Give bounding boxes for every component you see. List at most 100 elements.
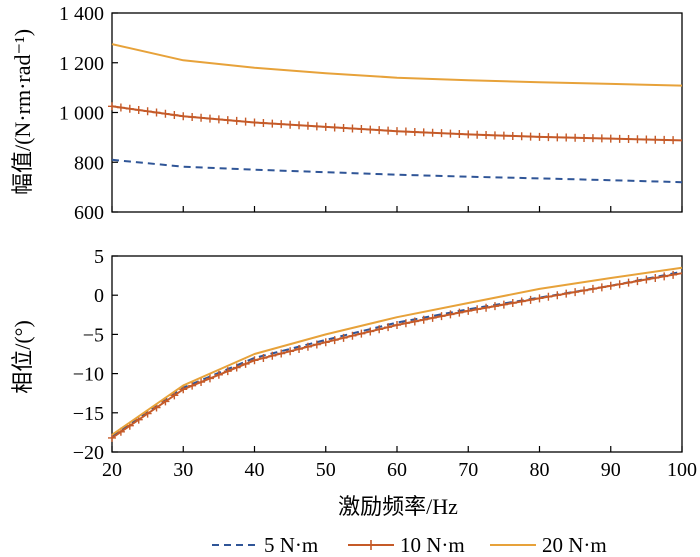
series-marker [642,135,651,144]
series-marker [606,134,615,143]
y-tick-label: −15 [73,403,104,425]
series-marker [419,128,428,137]
series-marker [473,305,482,314]
series-marker [116,103,125,112]
series-marker [384,323,393,332]
y-tick-label: 1 000 [59,103,104,125]
y-tick-label: 600 [74,202,104,224]
series-marker [384,126,393,135]
x-tick-label: 70 [458,459,478,481]
series-marker [197,113,206,122]
series-marker [660,135,669,144]
series-marker [250,356,259,365]
series-marker [125,104,134,113]
series-marker [321,338,330,347]
x-tick-label: 60 [387,459,407,481]
series-marker [348,124,357,133]
x-axis-title: 激励频率/Hz [338,494,458,519]
series-line-1 [111,158,683,184]
series-marker [669,270,678,279]
series-marker [214,115,223,124]
series-marker [455,129,464,138]
series-marker [615,280,624,289]
series-marker [553,133,562,142]
series-marker [134,106,143,115]
series-marker [642,275,651,284]
y-tick-label: 1 200 [59,53,104,75]
series-marker [339,123,348,132]
series-marker [303,342,312,351]
series-marker [393,320,401,329]
legend-label-1: 5 N·m [264,533,318,557]
series-marker [544,133,553,142]
series-marker [490,302,499,311]
series-marker [526,295,535,304]
series-marker [464,130,473,139]
series-marker [250,118,259,127]
series-marker [108,433,116,442]
series-marker [321,122,330,131]
series-marker [277,120,286,129]
x-tick-label: 100 [667,459,697,481]
x-tick-label: 40 [245,459,265,481]
series-marker [241,359,250,368]
series-marker [535,132,544,141]
series-marker [223,116,232,125]
series-marker [268,351,277,360]
series-marker [606,281,615,290]
series-marker [428,128,437,137]
series-marker [482,303,491,312]
legend-label-3: 20 N·m [542,533,607,557]
series-marker [375,325,384,334]
series-marker [446,310,455,319]
x-tick-label: 20 [102,459,122,481]
series-marker [651,135,660,144]
series-marker [508,131,517,140]
series-marker [517,132,526,141]
series-marker [482,131,491,140]
series-marker [339,333,348,342]
x-tick-label: 80 [530,459,550,481]
series-marker [455,308,464,317]
series-marker [259,119,268,128]
series-marker [597,134,606,143]
y-tick-label: 5 [94,246,104,268]
series-marker [214,370,223,379]
series-marker [544,292,553,301]
y-tick-label: 800 [74,152,104,174]
series-marker [410,127,419,136]
series-marker [473,130,482,139]
series-marker [375,126,384,135]
series-marker [580,133,589,142]
series-marker [366,125,375,134]
series-marker [205,114,214,123]
series-marker [660,272,669,281]
series-marker [241,117,250,126]
series-marker [499,131,508,140]
series-marker [295,121,304,130]
series-marker [633,277,642,286]
series-marker [437,129,446,138]
x-tick-label: 30 [173,459,193,481]
x-tick-label: 90 [601,459,621,481]
series-marker [669,136,678,145]
series-marker [571,133,580,142]
series-marker [615,134,624,143]
series-marker [108,102,116,111]
series-marker [277,349,286,358]
series-marker [295,345,304,354]
y-tick-label: 0 [94,285,104,307]
y-tick-label: −10 [73,364,104,386]
series-marker [161,109,170,118]
y-axis-title-phase: 相位/(°) [10,320,35,394]
series-marker [651,273,660,282]
series-marker [232,363,241,372]
series-marker [535,294,544,303]
legend-label-2: 10 N·m [400,533,465,557]
series-marker [179,112,188,121]
series-marker [286,347,295,356]
legend-marker [366,540,376,550]
series-marker [571,288,580,297]
series-marker [633,135,642,144]
